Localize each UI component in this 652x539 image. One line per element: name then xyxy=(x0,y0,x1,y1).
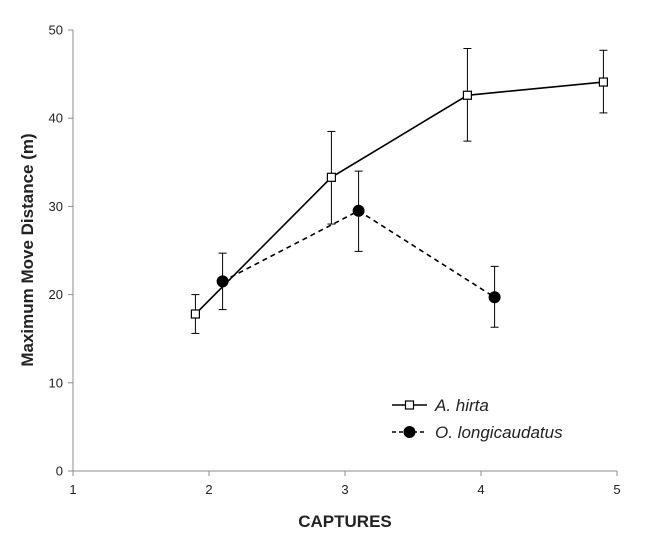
series-a-hirta xyxy=(190,48,609,334)
data-point xyxy=(598,77,609,87)
data-point xyxy=(190,309,200,319)
y-tick-label: 20 xyxy=(49,287,63,302)
data-point xyxy=(352,204,365,217)
series-o-longicaudatus xyxy=(216,170,501,328)
legend-label-a-hirta: A. hirta xyxy=(434,396,489,415)
legend: A. hirta O. longicaudatus xyxy=(392,396,563,442)
data-point xyxy=(462,90,472,100)
legend-entry-a-hirta: A. hirta xyxy=(392,396,489,415)
y-tick-label: 30 xyxy=(49,199,63,214)
legend-marker-o-longicaudatus xyxy=(403,426,416,438)
y-tick-label: 0 xyxy=(56,464,63,479)
series-layer xyxy=(190,48,609,334)
y-tick-label: 50 xyxy=(49,23,63,38)
y-tick-label: 40 xyxy=(49,111,63,126)
x-tick-label: 1 xyxy=(69,482,76,497)
axes xyxy=(72,30,617,472)
y-axis-title: Maximum Move Distance (m) xyxy=(18,133,37,366)
legend-label-o-longicaudatus: O. longicaudatus xyxy=(435,423,563,442)
y-tick-label: 10 xyxy=(49,375,63,390)
legend-entry-o-longicaudatus: O. longicaudatus xyxy=(392,423,563,442)
tick-labels: 0 10 20 30 40 50 1 2 3 4 5 xyxy=(49,23,621,498)
data-point xyxy=(326,172,336,182)
x-axis-title: CAPTURES xyxy=(298,512,392,531)
data-point xyxy=(488,291,501,304)
data-point xyxy=(216,275,229,288)
x-tick-label: 3 xyxy=(341,482,348,497)
x-tick-label: 5 xyxy=(613,482,620,497)
tick-marks xyxy=(68,29,618,476)
series-line-a-hirta xyxy=(194,81,604,315)
x-tick-label: 4 xyxy=(477,482,484,497)
legend-marker-a-hirta xyxy=(404,400,415,410)
x-tick-label: 2 xyxy=(205,482,212,497)
